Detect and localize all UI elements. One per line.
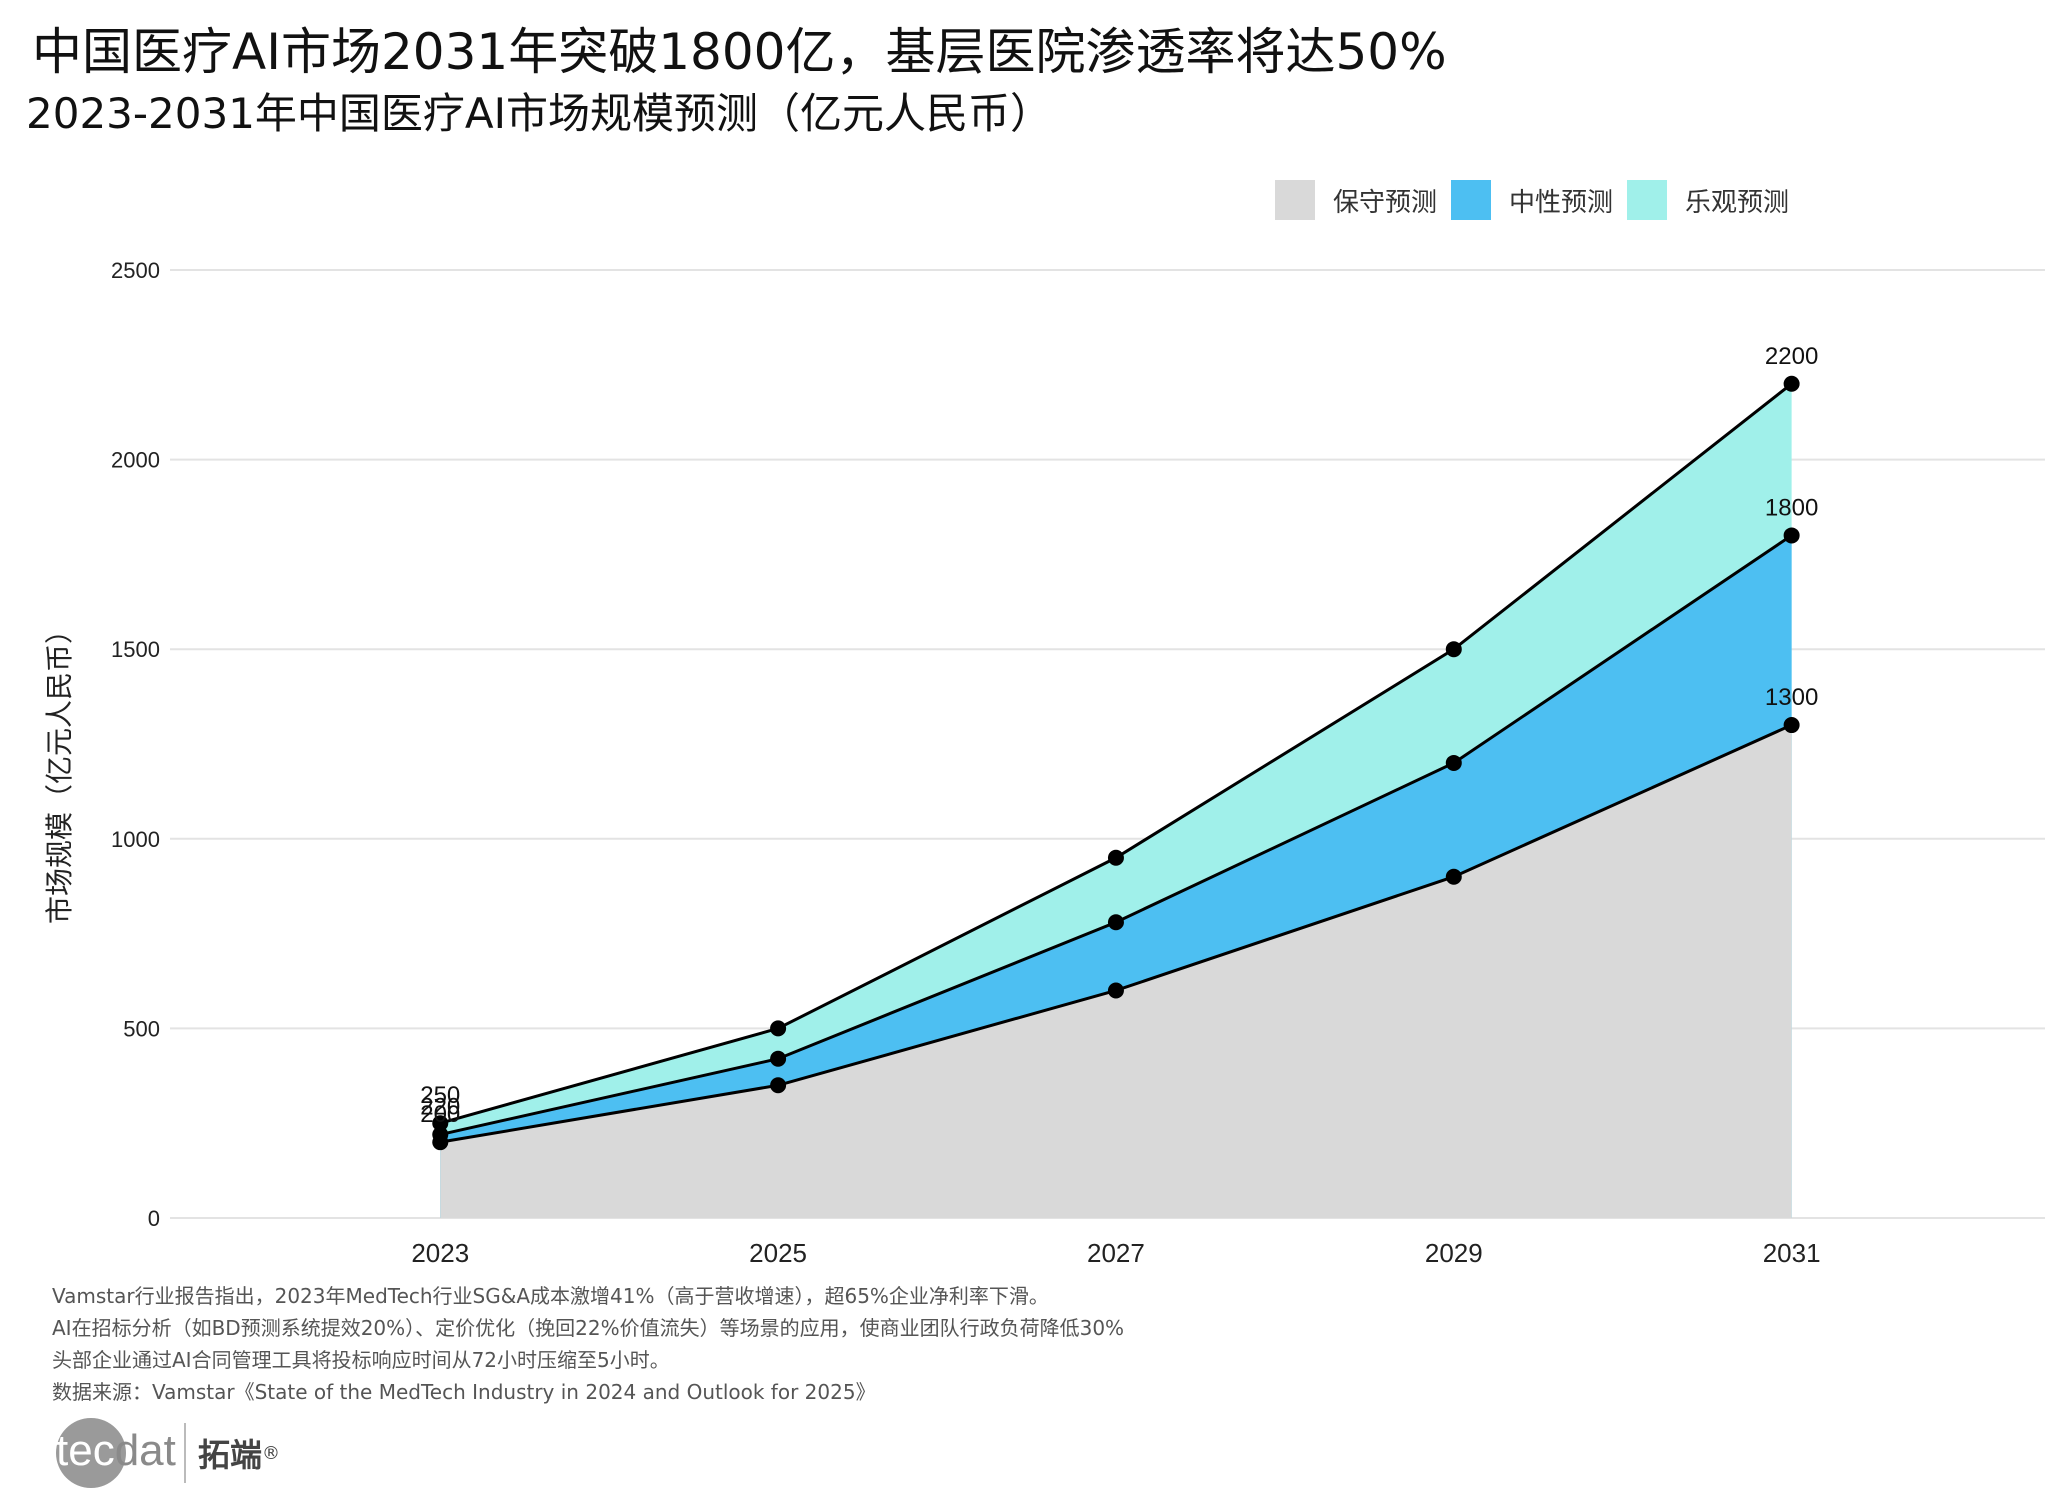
point-optimistic bbox=[1783, 375, 1800, 392]
legend-item-conservative: 保守预测 bbox=[1275, 180, 1437, 220]
point-neutral bbox=[1107, 914, 1124, 931]
data-label: 1300 bbox=[1765, 684, 1818, 711]
point-conservative bbox=[1783, 717, 1800, 734]
y-tick-label: 2000 bbox=[111, 448, 160, 473]
x-tick-label: 2025 bbox=[749, 1238, 807, 1268]
data-label: 1800 bbox=[1765, 494, 1818, 521]
data-label: 220 bbox=[420, 1094, 460, 1121]
logo-wordmark: tecdat bbox=[56, 1426, 176, 1475]
legend-item-neutral: 中性预测 bbox=[1451, 180, 1613, 220]
footnote-line: 头部企业通过AI合同管理工具将投标响应时间从72小时压缩至5小时。 bbox=[52, 1348, 670, 1372]
x-tick-label: 2027 bbox=[1087, 1238, 1145, 1268]
data-source-note: 数据来源：Vamstar《State of the MedTech Indust… bbox=[52, 1380, 876, 1404]
legend-label-conservative: 保守预测 bbox=[1333, 187, 1438, 218]
point-optimistic bbox=[1107, 849, 1124, 866]
point-optimistic bbox=[1445, 641, 1462, 658]
point-conservative bbox=[1445, 868, 1462, 885]
legend-swatch-conservative bbox=[1275, 180, 1315, 220]
data-label: 200 bbox=[420, 1101, 460, 1128]
legend-swatch-optimistic bbox=[1627, 180, 1668, 220]
y-tick-label: 2500 bbox=[111, 258, 160, 283]
tecdat-logo: tecdat 拓端 ® bbox=[56, 1418, 280, 1488]
logo-mark: tecdat bbox=[56, 1418, 176, 1488]
point-conservative bbox=[1107, 982, 1124, 999]
footnote-line: AI在招标分析（如BD预测系统提效20%）、定价优化（挽回22%价值流失）等场景… bbox=[52, 1316, 1125, 1340]
legend-swatch-neutral bbox=[1451, 180, 1492, 220]
data-label: 2200 bbox=[1765, 343, 1818, 370]
logo-chinese-name: 拓端 bbox=[198, 1436, 263, 1474]
y-tick-label: 1500 bbox=[111, 637, 160, 662]
point-neutral bbox=[770, 1050, 787, 1067]
chart-title: 中国医疗AI市场2031年突破1800亿，基层医院渗透率将达50% bbox=[32, 23, 1447, 81]
y-tick-label: 0 bbox=[148, 1206, 160, 1231]
footnote-line: Vamstar行业报告指出，2023年MedTech行业SG&A成本激增41%（… bbox=[52, 1284, 1049, 1308]
chart-legend: 保守预测 中性预测 乐观预测 bbox=[1275, 180, 1803, 220]
legend-item-optimistic: 乐观预测 bbox=[1627, 180, 1789, 220]
y-axis-label: 市场规模（亿元人民币） bbox=[43, 615, 76, 925]
footnotes: Vamstar行业报告指出，2023年MedTech行业SG&A成本激增41%（… bbox=[52, 1280, 1124, 1408]
x-tick-label: 2023 bbox=[411, 1238, 469, 1268]
data-label: 250 bbox=[420, 1082, 460, 1109]
logo-divider bbox=[184, 1423, 186, 1483]
chart-subtitle: 2023-2031年中国医疗AI市场规模预测（亿元人民币） bbox=[26, 89, 1053, 138]
area-conservative bbox=[440, 725, 1792, 1218]
y-tick-label: 500 bbox=[123, 1016, 160, 1041]
y-tick-label: 1000 bbox=[111, 827, 160, 852]
x-tick-label: 2029 bbox=[1425, 1238, 1483, 1268]
point-neutral bbox=[1783, 527, 1800, 544]
x-tick-label: 2031 bbox=[1763, 1238, 1821, 1268]
point-neutral bbox=[1445, 754, 1462, 771]
point-conservative bbox=[770, 1077, 787, 1094]
point-neutral bbox=[432, 1126, 449, 1143]
legend-label-optimistic: 乐观预测 bbox=[1685, 187, 1790, 218]
point-optimistic bbox=[432, 1115, 449, 1132]
point-optimistic bbox=[770, 1020, 787, 1037]
registered-mark: ® bbox=[262, 1442, 281, 1464]
legend-label-neutral: 中性预测 bbox=[1509, 187, 1614, 218]
